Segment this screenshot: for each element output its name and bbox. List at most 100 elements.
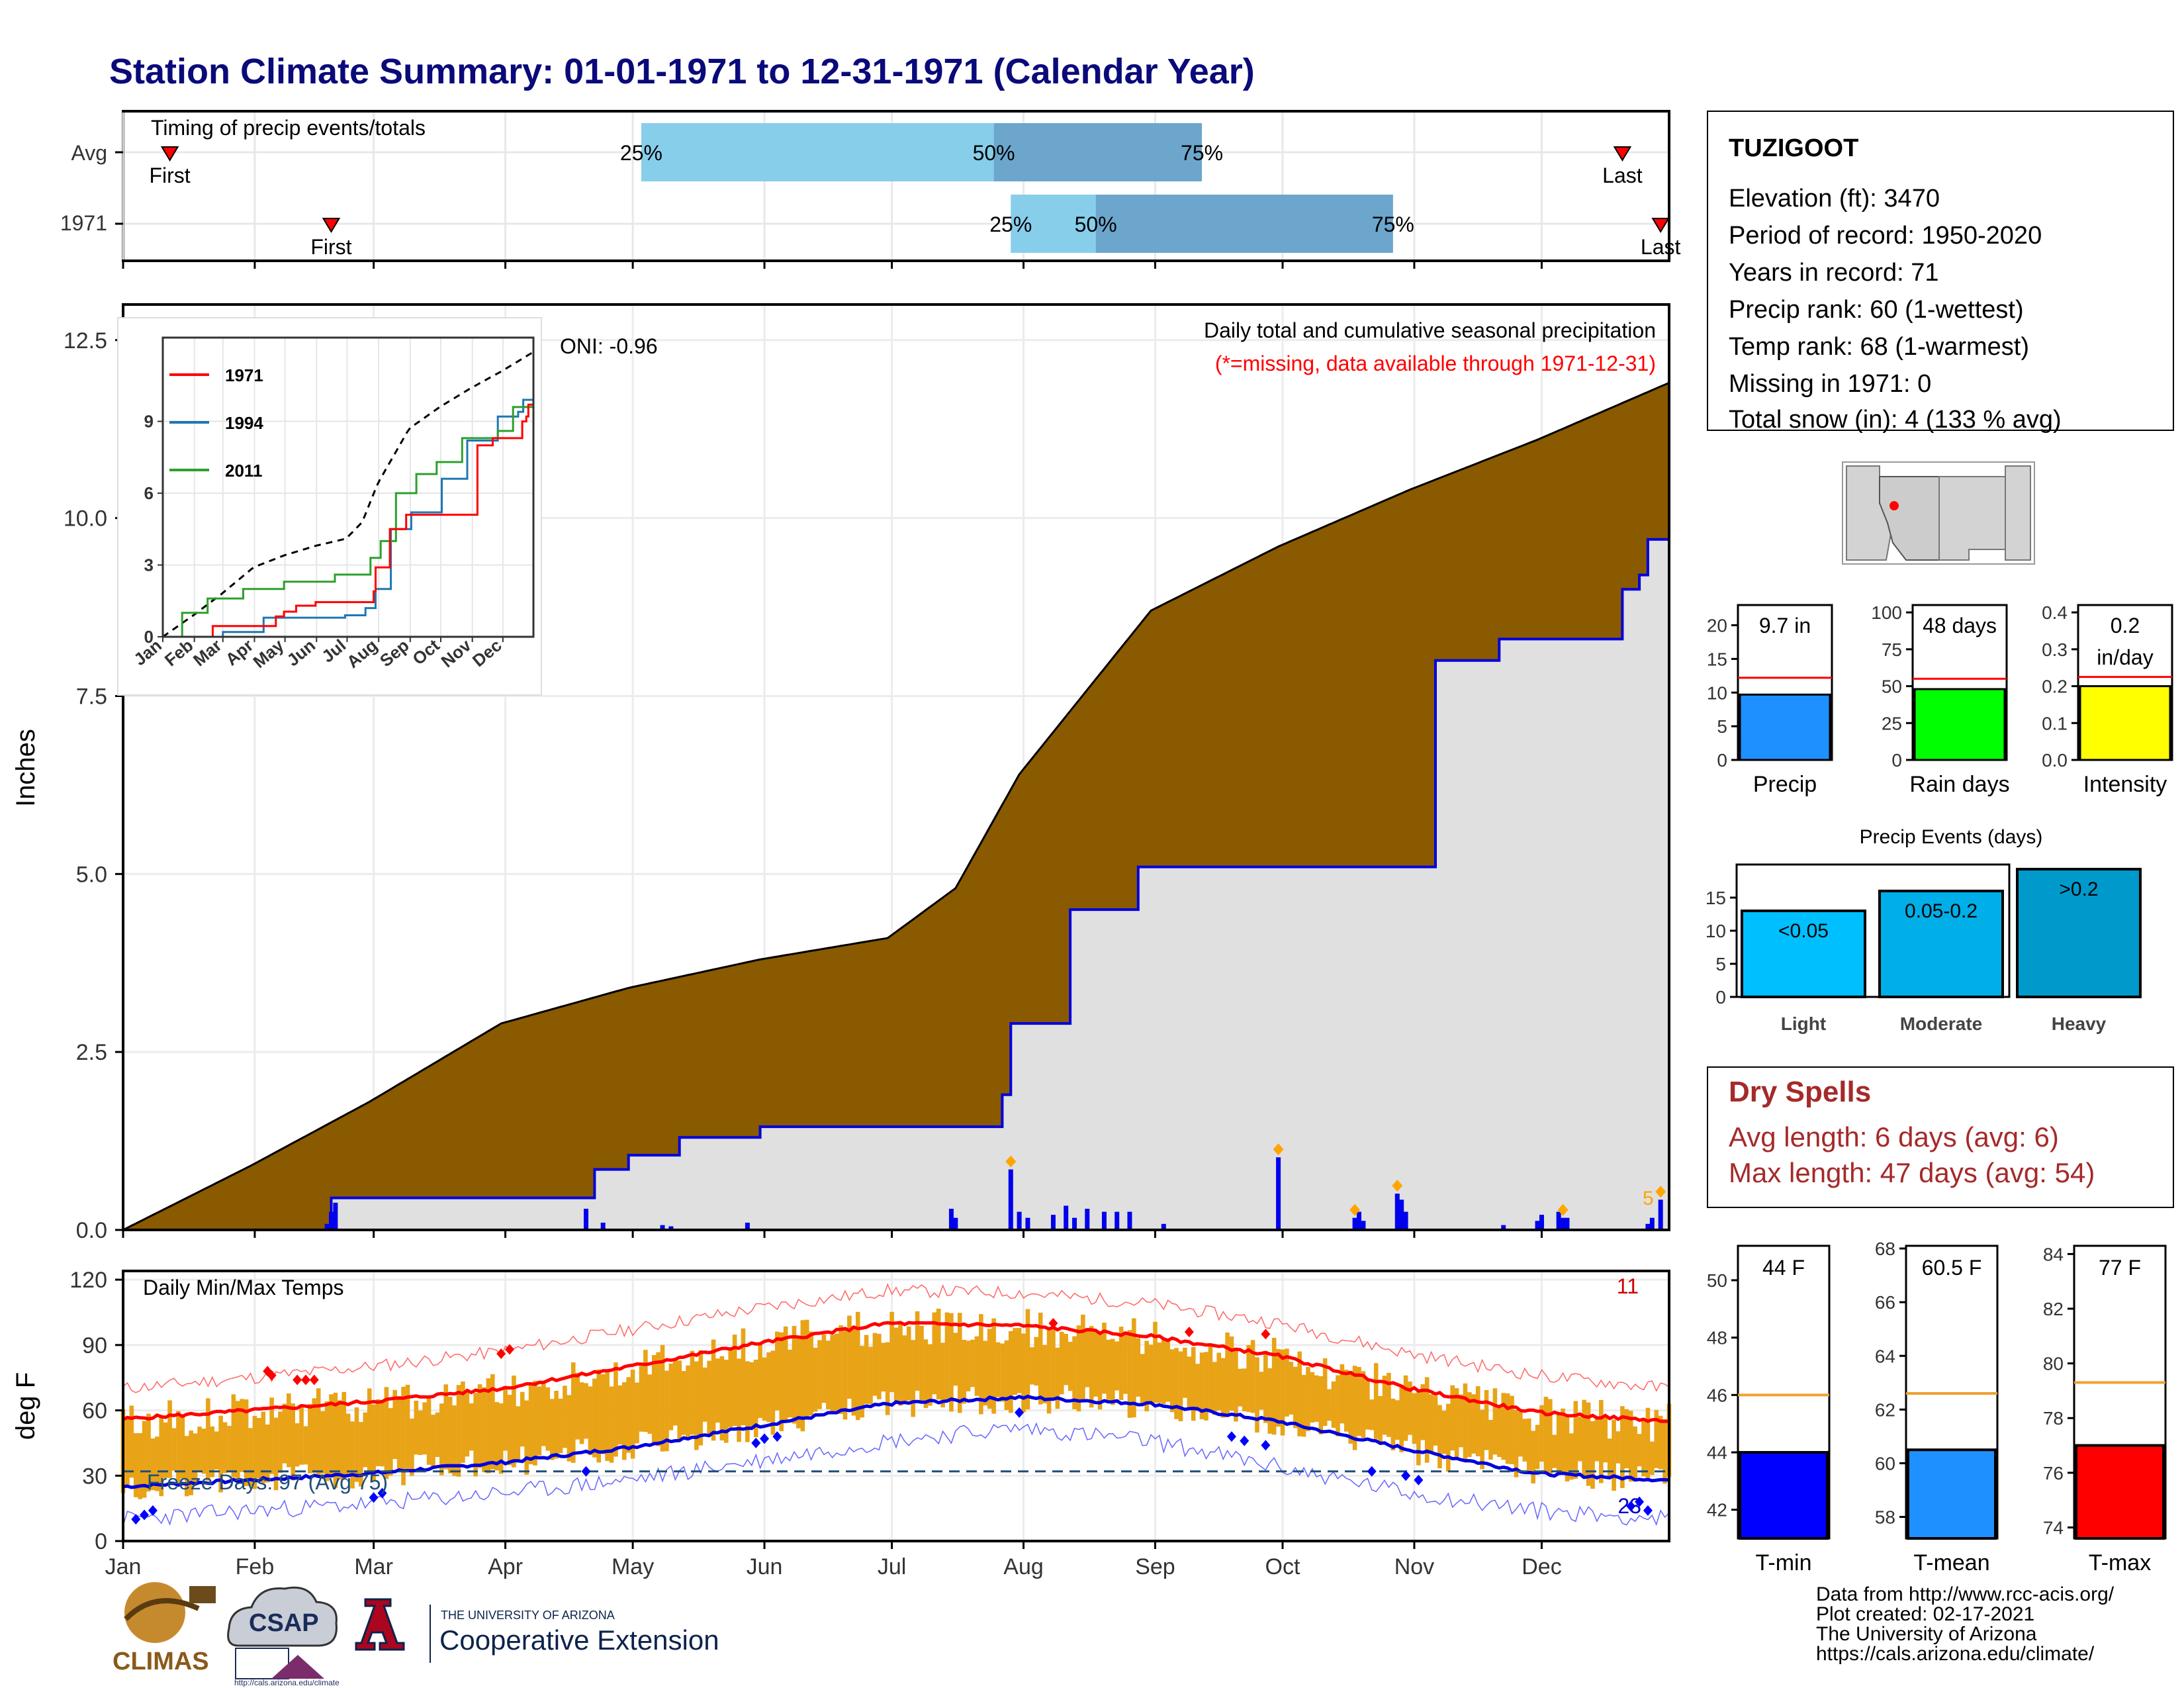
events-tick-label-1: 5: [1715, 954, 1726, 974]
temp-bar-day-132: [677, 1360, 682, 1442]
temp-bar-day-221: [1055, 1347, 1060, 1409]
temp-bar-day-233: [1106, 1339, 1111, 1400]
temp-bar-day-104: [558, 1398, 563, 1454]
temp-bar-day-348: [1594, 1419, 1600, 1462]
precip-bar-day-197: [953, 1217, 958, 1230]
events-bar-light: [1741, 910, 1866, 998]
temp-bar-day-178: [872, 1333, 878, 1396]
precip-record-marker-4: [1557, 1203, 1569, 1216]
temp-bar-day-78: [447, 1397, 453, 1474]
temp-bar-day-331: [1522, 1419, 1527, 1462]
temp-bar-day-245: [1157, 1342, 1162, 1403]
temp-bar-day-44: [303, 1426, 308, 1465]
temp-bar-day-272: [1271, 1337, 1277, 1435]
precip-bar-day-339: [1556, 1211, 1561, 1230]
summary-tick-label-intensity-2: 0.2: [2042, 677, 2068, 697]
precip-events-chart: Precip Events (days) 0 5 10 15 <0.05 Light 0.0…: [1706, 826, 2142, 1034]
temp-bar-day-311: [1437, 1405, 1442, 1469]
temp-bar-day-236: [1118, 1327, 1124, 1400]
csap-url: http://cals.arizona.edu/climate: [234, 1678, 340, 1687]
temp-bar-day-105: [563, 1385, 567, 1448]
map-new-mexico: [1938, 476, 2006, 561]
temp-bar-day-185: [902, 1335, 907, 1403]
temp-bar-day-264: [1238, 1368, 1243, 1407]
temp-bar-day-256: [1204, 1352, 1208, 1421]
precip-bar-day-49: [324, 1223, 330, 1230]
temp-bar-day-163: [809, 1331, 813, 1416]
temp-bar-day-165: [817, 1340, 822, 1409]
temp-bar-day-249: [1174, 1348, 1179, 1419]
temp-bar-day-137: [698, 1350, 704, 1446]
precip-caption: Daily total and cumulative seasonal prec…: [1204, 318, 1656, 342]
temp-bar-day-22: [210, 1426, 215, 1477]
timing-label: Timing of precip events/totals: [151, 116, 426, 140]
temp-bar-day-123: [639, 1366, 644, 1432]
precip-bar-day-293: [1361, 1221, 1366, 1230]
temp-bar-day-91: [503, 1385, 508, 1451]
dry-spells-avg: Avg length: 6 days (avg: 6): [1729, 1121, 2059, 1152]
temp-bar-day-285: [1327, 1389, 1332, 1421]
precip-ylabel: Inches: [11, 729, 40, 807]
precip-bar-day-341: [1565, 1217, 1570, 1230]
temp-bar-day-286: [1331, 1381, 1336, 1428]
temp-bar-day-149: [749, 1362, 754, 1428]
temp-bar-day-254: [1195, 1364, 1200, 1411]
temp-bar-day-280: [1306, 1367, 1310, 1431]
temp-bar-day-29: [240, 1399, 244, 1472]
summary-bar-intensity: [2079, 685, 2171, 761]
temp-bar-day-189: [919, 1325, 924, 1401]
temp-bar-day-290: [1348, 1370, 1353, 1444]
temp-bar-day-213: [1021, 1333, 1026, 1413]
timing-first-label-avg: First: [149, 164, 190, 187]
temp-bar-day-101: [545, 1387, 551, 1451]
temp-bar-day-202: [974, 1336, 979, 1396]
temp-bar-day-312: [1441, 1411, 1447, 1454]
temp-bar-day-51: [333, 1392, 338, 1488]
temp-bar-day-2: [125, 1419, 130, 1485]
temp-bar-day-100: [541, 1382, 546, 1446]
temp-bar-day-127: [656, 1352, 660, 1446]
temp-summary-bars: 42 44 46 48 50 44 F T-min 58 60 62 64 66 68 60.5 F T-m…: [1707, 1239, 2167, 1575]
temp-bar-day-75: [435, 1412, 440, 1457]
temp-bar-day-134: [686, 1365, 690, 1437]
temp-bar-day-279: [1301, 1375, 1306, 1437]
summary-chart-precip: 0 5 10 15 20 9.7 in Precip: [1707, 604, 1833, 797]
temp-bar-day-211: [1013, 1328, 1017, 1395]
precip-y-tick-label-2: 5.0: [76, 862, 107, 887]
temp-bar-day-3: [129, 1405, 134, 1478]
temp-bar-day-57: [359, 1422, 363, 1487]
precip-record-marker-1: [1273, 1143, 1284, 1156]
temp-bar-day-361: [1650, 1441, 1655, 1476]
temp-bar-day-352: [1612, 1419, 1616, 1491]
temp-bar-day-114: [600, 1374, 606, 1454]
temp-bar-day-84: [473, 1393, 478, 1477]
temp-bar-day-138: [702, 1367, 707, 1422]
temp-bar-day-142: [719, 1356, 725, 1440]
temp-bar-day-333: [1531, 1430, 1535, 1483]
temp-bar-day-304: [1408, 1382, 1412, 1435]
temp-summary-tick-label-t-max-5: 84: [2043, 1244, 2064, 1264]
temp-bar-day-38: [278, 1411, 283, 1473]
temp-bar-day-89: [494, 1402, 500, 1471]
temp-bar-day-58: [363, 1412, 368, 1468]
inset-y-tick-label-2: 6: [144, 483, 154, 503]
temp-bar-day-364: [1662, 1419, 1667, 1484]
temp-summary-tick-label-t-mean-5: 68: [1875, 1239, 1895, 1259]
month-label-oct: Oct: [1265, 1554, 1300, 1579]
timing-bar-q25-q50-avg: [641, 123, 994, 181]
precip-bar-day-363: [1658, 1199, 1663, 1230]
temp-bar-day-72: [422, 1402, 427, 1455]
temp-bar-day-180: [881, 1342, 886, 1392]
temp-record-high-7: [1048, 1317, 1058, 1329]
temp-bar-day-205: [987, 1329, 992, 1409]
temp-bar-day-141: [715, 1358, 720, 1423]
temp-bar-day-251: [1183, 1347, 1187, 1398]
events-bar-inner-heavy: >0.2: [2059, 878, 2098, 900]
temp-bar-day-278: [1297, 1351, 1302, 1436]
temp-bar-day-6: [142, 1421, 147, 1498]
temp-bar-day-183: [893, 1327, 899, 1405]
precip-bar-day-223: [1064, 1205, 1069, 1230]
temp-bar-day-239: [1132, 1318, 1136, 1418]
temp-bar-day-353: [1615, 1431, 1621, 1464]
temp-bar-day-175: [860, 1346, 864, 1418]
